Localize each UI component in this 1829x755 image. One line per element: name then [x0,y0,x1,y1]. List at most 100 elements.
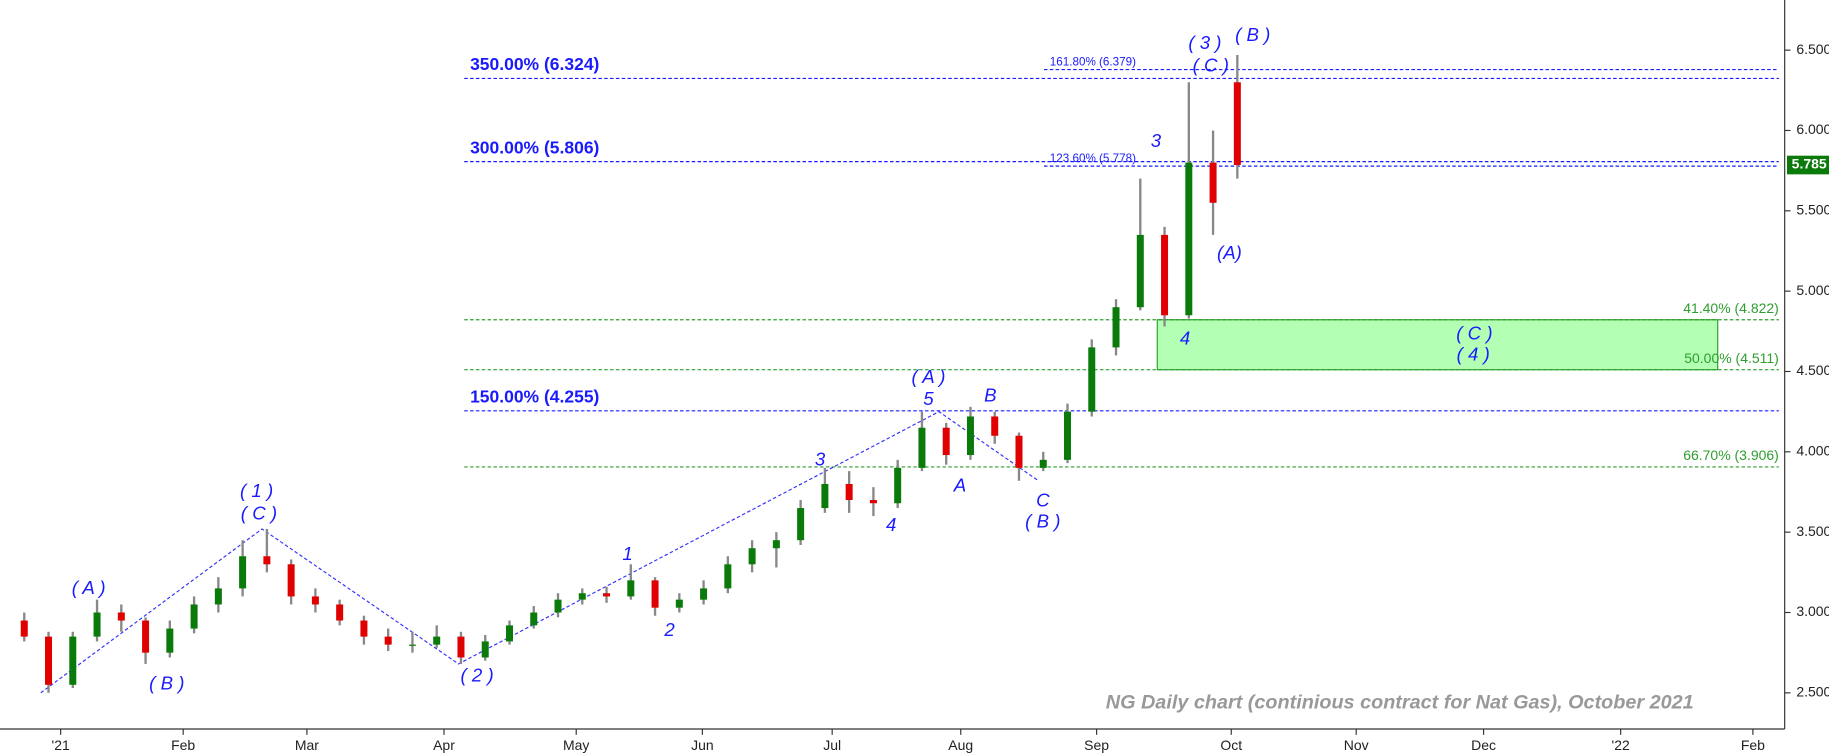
candle-body [1088,347,1096,412]
level-label: 123.60% (5.778) [1050,152,1136,165]
candle-body [336,604,344,621]
wave-label: 3 [1151,130,1162,151]
y-tick-label: 5.000 [1796,282,1829,298]
candle-body [724,564,732,589]
wave-label: ( B ) [1025,510,1060,531]
wave-label: A [953,474,966,495]
candle-body [166,628,174,653]
candle-body [918,427,926,468]
candle-body [748,548,756,565]
candle-body [287,564,295,597]
wave-label: ( B ) [149,673,184,694]
candle-body [772,540,780,549]
candle-body [966,416,974,456]
candle-body [433,636,441,645]
wave-line [40,410,1039,694]
x-tick-label: Feb [1741,737,1765,753]
candle-body [505,625,513,642]
wave-label: ( C ) [1193,54,1229,75]
last-price-label: 5.785 [1792,156,1827,172]
candle-body [457,636,465,658]
y-tick-label: 5.500 [1796,202,1829,218]
x-tick-label: Feb [171,737,195,753]
level-label: 50.00% (4.511) [1684,350,1779,366]
candle-body [554,599,562,613]
wave-label: ( 3 ) [1188,32,1221,53]
candle-body [1039,459,1047,468]
candle-body [1112,307,1120,348]
candle-body [991,416,999,436]
candle-body [1015,435,1023,468]
candle-body [1136,234,1144,308]
candle-body [1064,411,1072,460]
candle-body [45,636,53,685]
candle-body [530,612,538,626]
candle-body [578,593,586,600]
y-tick-label: 6.000 [1796,121,1829,137]
candle-body [797,508,805,541]
candle-body [651,580,659,608]
candle-body [700,588,708,600]
level-label: 66.70% (3.906) [1683,447,1779,463]
wave-label: ( C ) [1456,323,1492,344]
wave-label: ( 4 ) [1457,344,1490,365]
wave-label: 4 [1180,327,1190,348]
wave-label: (A) [1217,242,1242,263]
wave-label: ( 1 ) [240,480,273,501]
x-tick-label: Mar [295,737,319,753]
wave-label: ( A ) [72,577,106,598]
candle-body [1233,82,1241,166]
y-tick-label: 2.500 [1796,684,1829,700]
candle-body [942,427,950,456]
candle-body [603,593,611,597]
candle-body [675,599,683,608]
x-tick-label: Nov [1344,737,1369,753]
y-tick-label: 4.000 [1796,443,1829,459]
candle-body [360,620,368,637]
wave-label: B [984,384,996,405]
x-tick-label: Apr [433,737,455,753]
x-tick-label: Oct [1220,737,1242,753]
x-tick-label: Sep [1084,737,1109,753]
level-label: 161.80% (6.379) [1050,56,1136,69]
candle-body [239,556,247,589]
caption: NG Daily chart (continious contract for … [1106,692,1694,714]
level-label: 150.00% (4.255) [470,387,599,407]
candle-body [142,620,150,653]
target-zone [1156,319,1719,371]
x-tick-label: Dec [1471,737,1496,753]
wave-label: 2 [663,619,675,640]
x-tick-label: Jun [691,737,714,753]
wave-label: 3 [815,449,826,470]
candle-body [821,483,829,509]
candle-body [845,483,853,501]
candle-body [384,636,392,645]
wave-label: ( C ) [241,502,277,523]
candle-body [408,644,416,646]
wave-label: C [1036,489,1050,510]
candle-body [93,612,101,637]
wave-label: ( 2 ) [460,664,493,685]
wave-label: 1 [622,543,632,564]
candle-body [1185,162,1193,316]
wave-label: 5 [923,388,934,409]
candle-body [311,596,319,605]
x-tick-label: '22 [1612,737,1630,753]
candle-body [1209,162,1217,203]
candle-body [481,641,489,658]
y-tick-label: 4.500 [1796,362,1829,378]
x-tick-label: Jul [823,737,841,753]
candle-body [69,636,77,685]
y-tick-label: 3.000 [1796,603,1829,619]
candle-body [894,467,902,504]
level-label: 300.00% (5.806) [470,137,599,157]
y-tick-label: 3.500 [1796,523,1829,539]
x-tick-label: '21 [52,737,70,753]
candle-body [869,500,877,504]
candle-body [627,580,635,597]
candle-body [1161,234,1169,316]
candle-body [117,612,125,621]
candle-body [20,620,28,637]
level-label: 41.40% (4.822) [1683,300,1779,316]
candle-body [214,588,222,605]
